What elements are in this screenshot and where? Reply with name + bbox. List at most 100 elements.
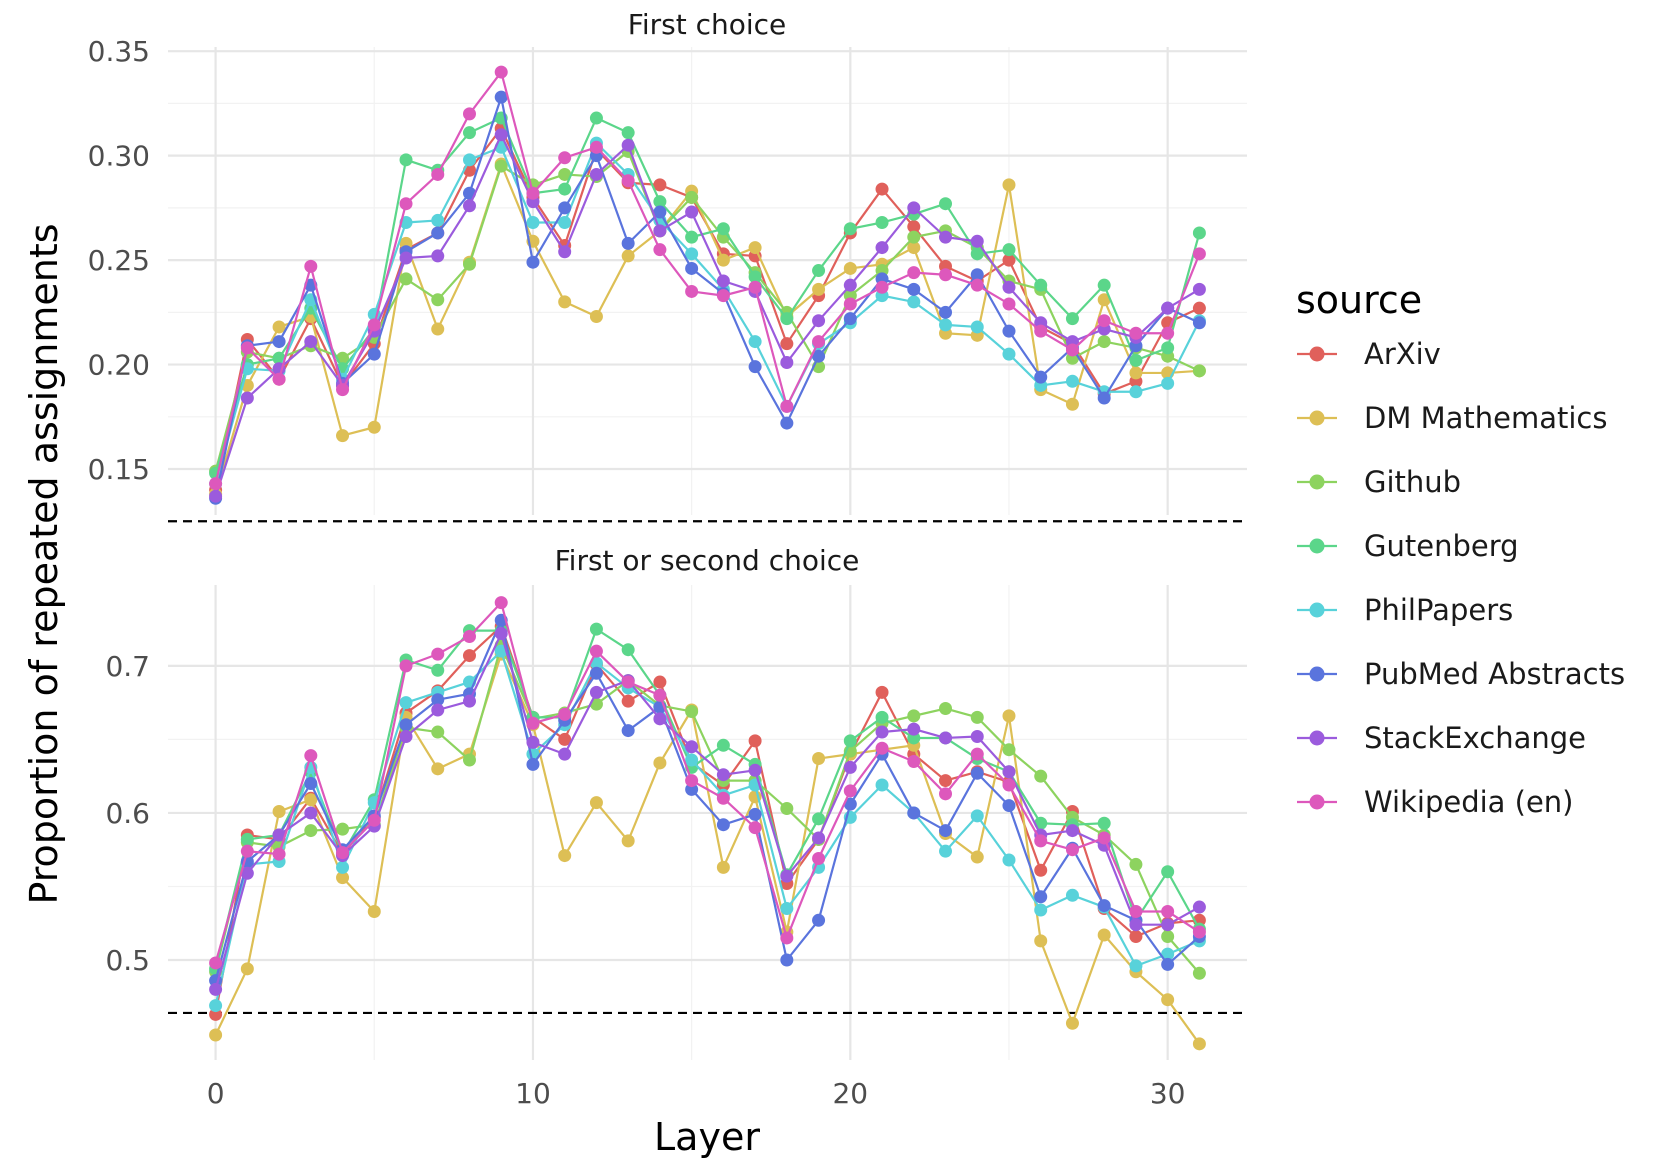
data-point	[812, 812, 826, 826]
legend-item: Github	[1297, 465, 1461, 499]
data-point	[780, 312, 794, 326]
data-point	[1034, 370, 1048, 384]
data-point	[462, 126, 476, 140]
data-point	[716, 791, 730, 805]
data-point	[875, 725, 889, 739]
data-point	[843, 222, 857, 236]
data-point	[1034, 934, 1048, 948]
data-point	[653, 675, 667, 689]
data-point	[209, 999, 223, 1013]
data-point	[843, 734, 857, 748]
data-point	[558, 151, 572, 165]
data-point	[1002, 765, 1016, 779]
data-point	[970, 268, 984, 282]
data-point	[907, 806, 921, 820]
data-point	[589, 622, 603, 636]
data-point	[462, 629, 476, 643]
data-point	[558, 167, 572, 181]
data-point	[462, 257, 476, 271]
data-point	[558, 732, 572, 746]
data-point	[780, 416, 794, 430]
data-point	[526, 255, 540, 269]
data-point	[812, 913, 826, 927]
data-point	[716, 253, 730, 267]
series-group	[209, 65, 1206, 505]
data-point	[272, 828, 286, 842]
data-point	[875, 741, 889, 755]
data-point	[843, 797, 857, 811]
data-point	[304, 777, 318, 791]
data-point	[716, 289, 730, 303]
data-point	[431, 647, 445, 661]
data-point	[589, 167, 603, 181]
data-point	[780, 902, 794, 916]
data-point	[812, 282, 826, 296]
data-point	[589, 685, 603, 699]
data-point	[1161, 376, 1175, 390]
data-point	[780, 869, 794, 883]
legend-key-point	[1309, 730, 1325, 746]
data-point	[843, 784, 857, 798]
data-point	[1192, 364, 1206, 378]
data-point	[526, 216, 540, 229]
data-point	[431, 663, 445, 677]
series-group	[209, 596, 1206, 1051]
legend-key-point	[1309, 666, 1325, 682]
data-point	[843, 312, 857, 326]
data-point	[907, 722, 921, 736]
data-point	[1065, 843, 1079, 857]
data-point	[399, 718, 413, 732]
data-point	[494, 627, 508, 641]
y-tick-label: 0.35	[88, 35, 150, 68]
data-point	[1002, 853, 1016, 867]
data-point	[367, 904, 381, 918]
series-line	[214, 601, 1200, 964]
data-point	[462, 753, 476, 767]
legend-item: PubMed Abstracts	[1297, 657, 1625, 691]
data-point	[1002, 280, 1016, 294]
data-point	[653, 688, 667, 702]
data-point	[1002, 243, 1016, 257]
legend-label: Wikipedia (en)	[1364, 785, 1574, 819]
data-point	[907, 241, 921, 255]
x-axis-label: Layer	[654, 1115, 760, 1158]
data-point	[1097, 831, 1111, 845]
y-axis-label: Proportion of repeated assignments	[22, 223, 66, 904]
data-point	[1192, 1037, 1206, 1051]
data-point	[621, 249, 635, 263]
y-tick-labels: 0.5 0.6 0.7	[105, 650, 150, 977]
data-point	[939, 197, 953, 211]
data-point	[240, 866, 254, 880]
legend-label: StackExchange	[1364, 721, 1586, 755]
data-point	[1161, 947, 1175, 961]
data-point	[812, 335, 826, 349]
series-line	[214, 632, 1200, 990]
data-point	[589, 310, 603, 324]
data-point	[907, 709, 921, 723]
data-point	[1192, 226, 1206, 240]
data-point	[336, 846, 350, 860]
data-point	[939, 774, 953, 788]
data-point	[1002, 799, 1016, 813]
data-point	[780, 931, 794, 945]
data-point	[1065, 888, 1079, 902]
y-tick-label: 0.20	[88, 349, 150, 382]
data-point	[1034, 903, 1048, 917]
legend: source ArXiv DM Mathematics Github Gutenber…	[1296, 278, 1625, 819]
data-point	[304, 793, 318, 807]
data-point	[1192, 282, 1206, 296]
data-point	[970, 747, 984, 761]
data-point	[843, 261, 857, 275]
data-point	[526, 186, 540, 200]
legend-key-point	[1309, 794, 1325, 810]
data-point	[685, 704, 699, 718]
data-point	[780, 953, 794, 967]
data-point	[494, 90, 508, 104]
data-point	[1129, 385, 1143, 399]
data-point	[1002, 178, 1016, 192]
data-point	[558, 849, 572, 863]
data-point	[970, 766, 984, 780]
data-point	[462, 107, 476, 121]
data-point	[494, 596, 508, 610]
y-tick-label: 0.6	[105, 797, 150, 830]
